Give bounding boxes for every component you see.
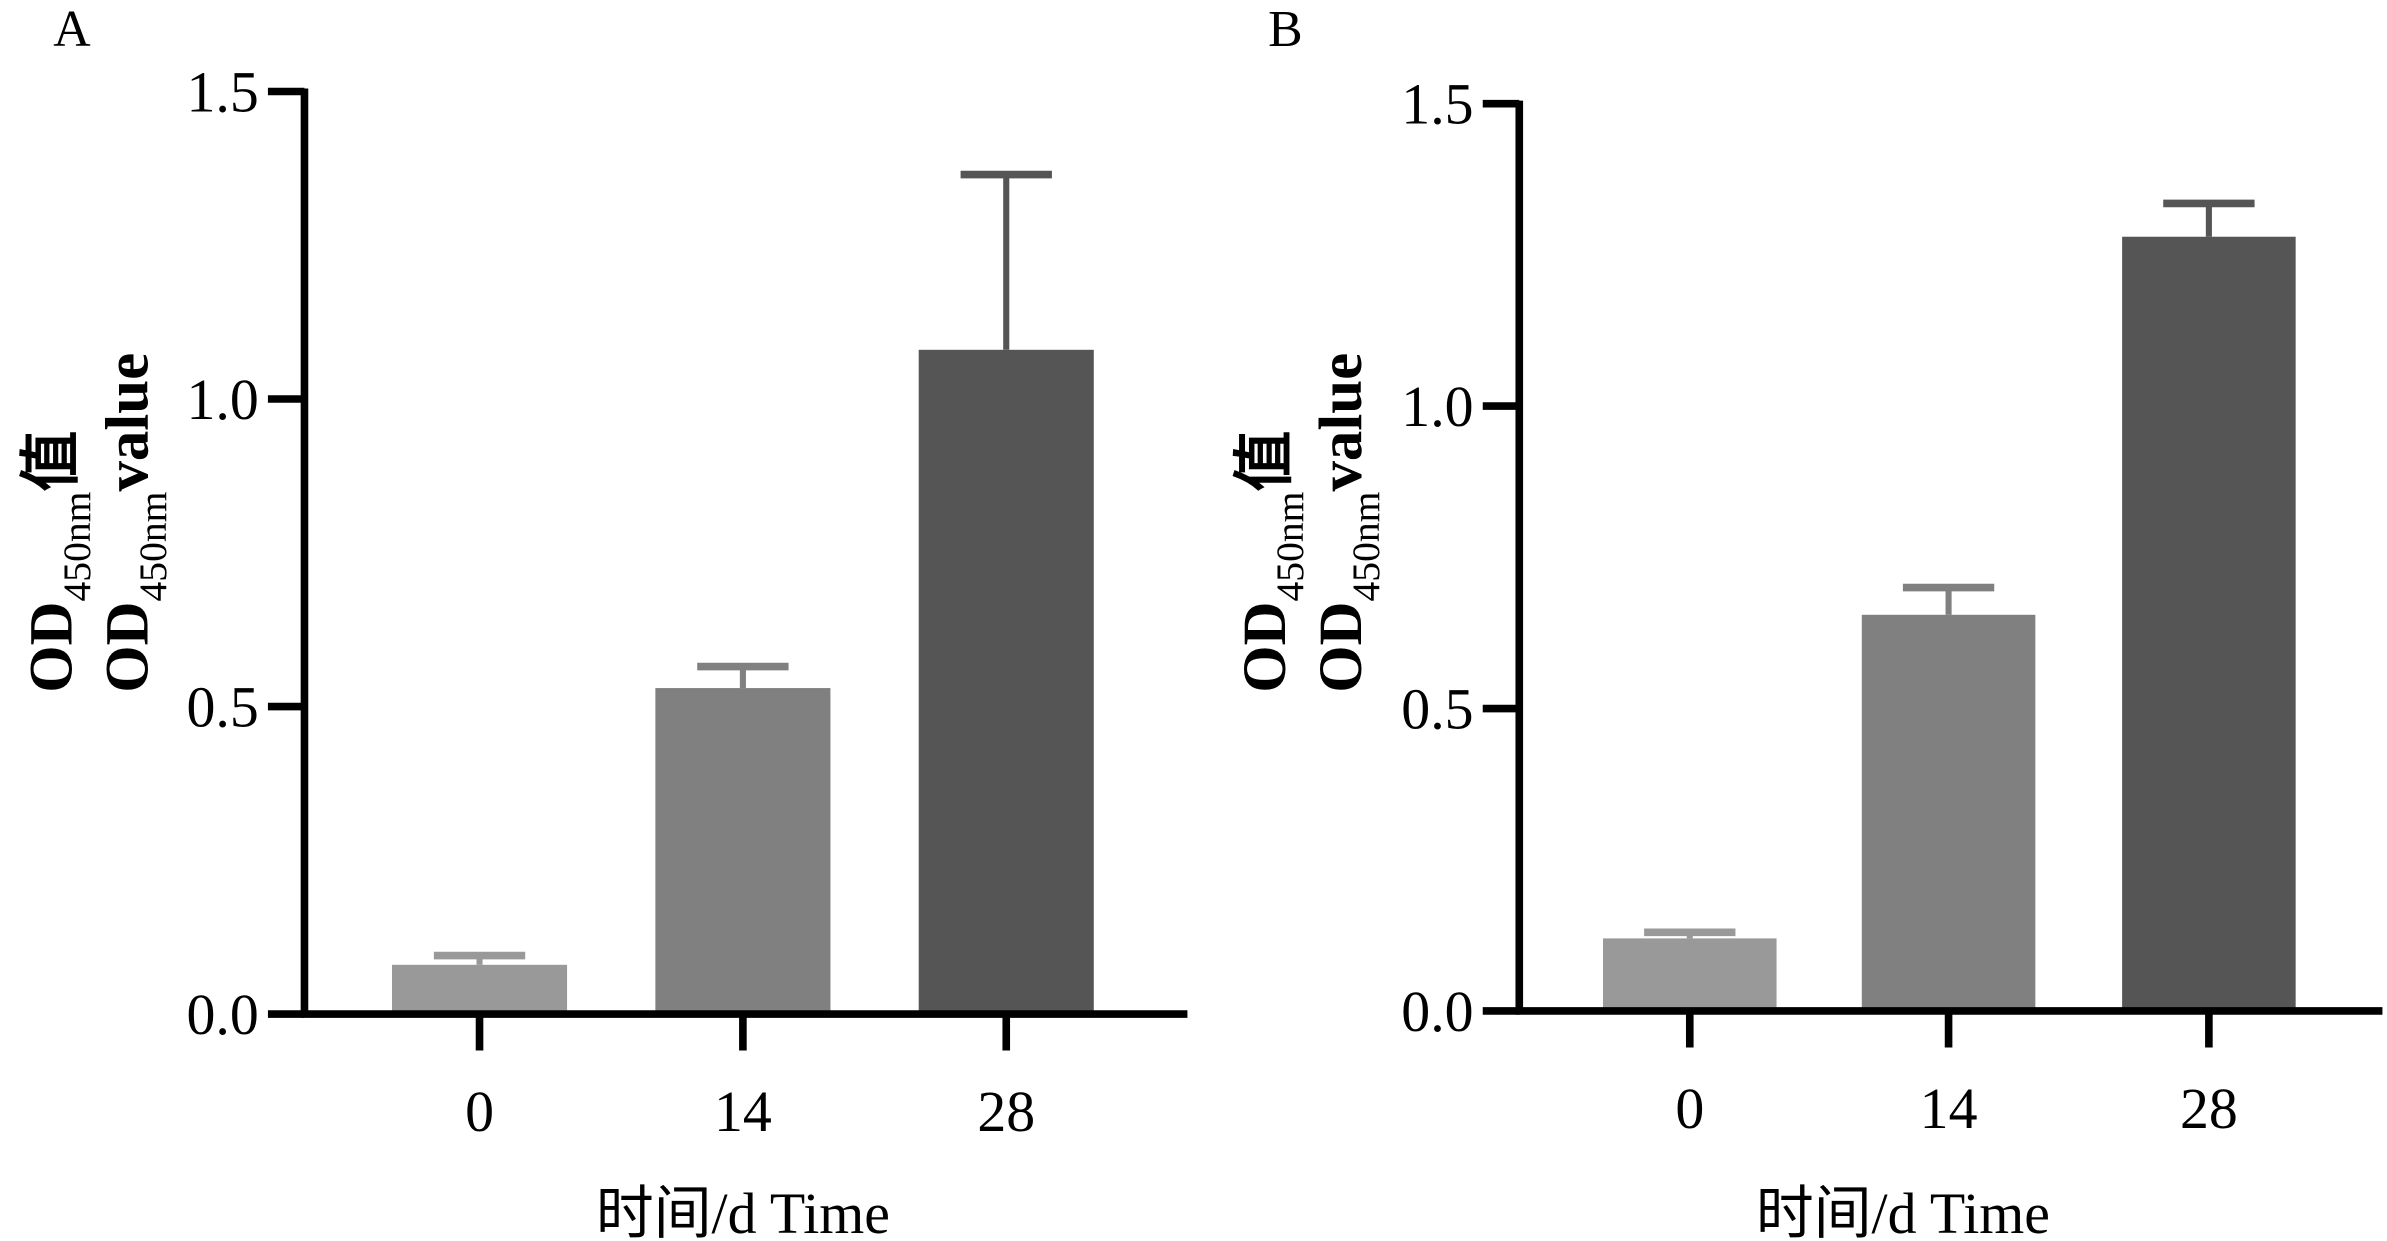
y-title-main: OD <box>19 601 86 692</box>
y-tick-label: 1.5 <box>186 59 258 124</box>
y-tick-label: 0.0 <box>186 982 258 1047</box>
x-tick-label: 0 <box>1675 1076 1704 1141</box>
x-tick-label: 0 <box>465 1079 494 1144</box>
y-axis-title-cn: OD450nm值 <box>18 431 99 693</box>
y-tick-label: 0.0 <box>1401 979 1473 1044</box>
y-title-suffix: value <box>1308 353 1375 492</box>
y-axis-title-en: OD450nmvalue <box>1308 353 1388 693</box>
y-title-suffix: 值 <box>18 431 86 492</box>
bar-14 <box>655 688 831 1015</box>
bar-14 <box>1861 614 2036 1011</box>
y-title-subscript: 450nm <box>1268 491 1312 601</box>
x-tick-label: 14 <box>1920 1076 1978 1141</box>
y-tick-label: 1.0 <box>186 367 258 432</box>
y-tick-label: 0.5 <box>1401 676 1473 741</box>
y-tick-label: 0.5 <box>186 674 258 739</box>
y-title-main: OD <box>1308 601 1375 692</box>
y-title-subscript: 450nm <box>131 491 175 601</box>
x-axis-title: 时间/d Time <box>596 1181 890 1241</box>
y-title-main: OD <box>1232 601 1299 692</box>
y-tick-label: 1.0 <box>1401 374 1473 439</box>
x-tick-label: 14 <box>714 1079 772 1144</box>
y-title-subscript: 450nm <box>55 491 99 601</box>
x-tick-label: 28 <box>977 1079 1035 1144</box>
bar-28 <box>2122 236 2296 1011</box>
y-title-suffix: value <box>95 353 162 492</box>
y-axis-title-cn: OD450nm值 <box>1231 431 1312 693</box>
bar-0 <box>1603 938 1777 1011</box>
bar-0 <box>391 964 568 1015</box>
x-tick-label: 28 <box>2180 1076 2238 1141</box>
bar-28 <box>918 349 1094 1015</box>
x-axis-title: 时间/d Time <box>1756 1181 2050 1241</box>
y-title-main: OD <box>95 601 162 692</box>
y-axis-title-en: OD450nmvalue <box>95 353 175 693</box>
y-tick-label: 1.5 <box>1401 71 1473 136</box>
y-title-suffix: 值 <box>1231 431 1299 492</box>
panel-label: A <box>53 1 90 58</box>
panel-label: B <box>1268 1 1303 58</box>
y-title-subscript: 450nm <box>1344 491 1388 601</box>
